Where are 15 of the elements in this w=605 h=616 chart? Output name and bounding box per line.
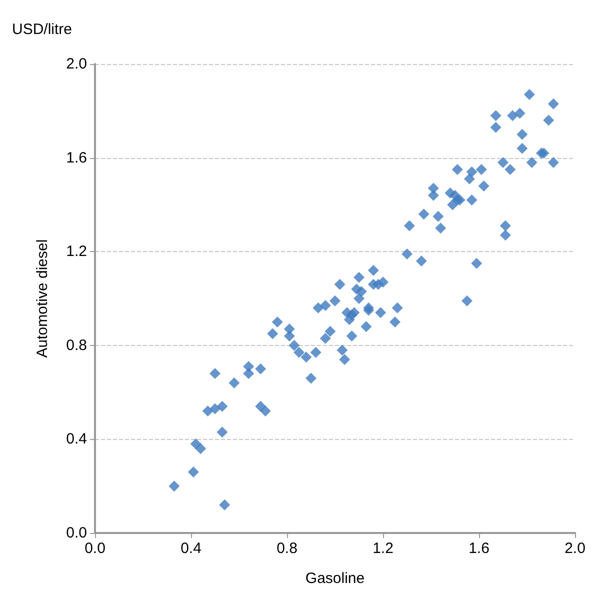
y-tick-label: 0.8	[66, 336, 87, 354]
text: USD/litre	[12, 21, 72, 38]
y-tick-label: 1.2	[66, 243, 87, 260]
x-tick-label: 1.2	[372, 540, 394, 557]
x-tick-label: 1.6	[468, 540, 490, 557]
y-tick-label: 2.0	[66, 56, 87, 72]
x-axis-title: Gasoline	[305, 570, 365, 587]
x-tick-label: 2.0	[564, 540, 586, 557]
y-tick-label: 0.0	[66, 524, 87, 542]
y-tick-label: 0.4	[66, 430, 87, 448]
y-axis-title: Automotive diesel	[34, 239, 51, 358]
x-tick-label: 0.0	[84, 540, 106, 557]
x-tick-label: 0.4	[180, 540, 202, 557]
y-tick-label: 1.6	[66, 149, 87, 166]
x-tick-label: 0.8	[276, 540, 298, 557]
